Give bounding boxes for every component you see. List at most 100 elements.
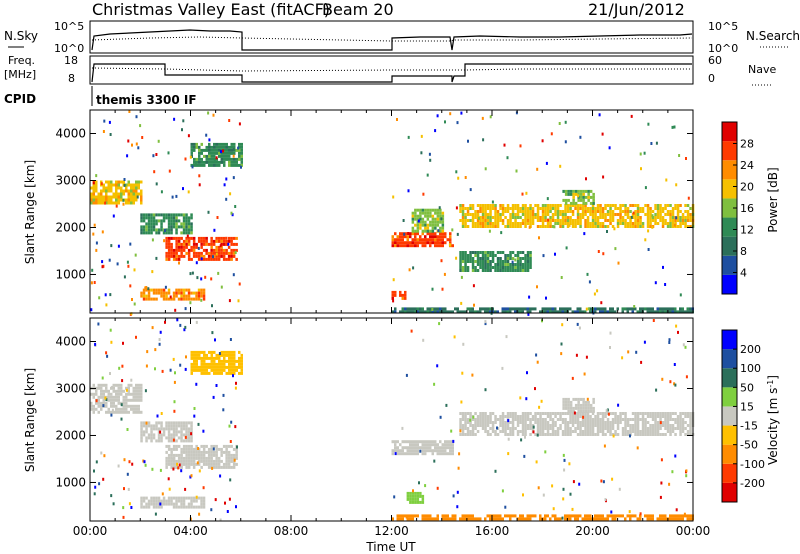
- power-cell: [526, 213, 530, 216]
- velocity-cell: [92, 404, 95, 408]
- power-cell: [167, 236, 171, 240]
- velocity-cell: [654, 427, 657, 430]
- velocity-cell: [421, 449, 424, 453]
- velocity-cell: [424, 443, 427, 447]
- velocity-cell: [554, 415, 557, 418]
- power-cell: [534, 213, 537, 216]
- power-cell: [501, 266, 505, 269]
- power-noise-cell: [451, 228, 454, 232]
- power-cell: [200, 245, 203, 249]
- power-cell: [409, 235, 412, 239]
- power-cell: [160, 294, 163, 298]
- velocity-cell: [534, 418, 537, 421]
- velocity-cell: [182, 444, 186, 448]
- power-noise-cell: [108, 120, 111, 124]
- power-cell: [212, 254, 216, 258]
- power-cell: [526, 310, 529, 314]
- power-cell: [391, 293, 394, 297]
- velocity-cell: [626, 424, 630, 427]
- velocity-cell: [210, 350, 213, 354]
- power-cell: [97, 201, 100, 205]
- power-cell: [587, 198, 590, 202]
- power-cell: [464, 260, 467, 263]
- power-cell: [228, 151, 231, 155]
- power-cell: [621, 210, 625, 213]
- power-cell: [175, 251, 178, 255]
- power-cell: [584, 195, 588, 199]
- colorbar-tick-label: 200: [740, 343, 761, 356]
- power-cell: [218, 145, 221, 149]
- velocity-cell: [230, 371, 233, 375]
- power-noise-cell: [477, 216, 480, 220]
- velocity-noise-cell: [172, 457, 175, 461]
- velocity-cell: [461, 424, 465, 427]
- power-noise-cell: [600, 301, 603, 305]
- power-cell: [190, 222, 193, 226]
- velocity-noise-cell: [684, 345, 687, 349]
- power-cell: [496, 257, 500, 260]
- velocity-cell: [511, 430, 515, 433]
- power-cell: [654, 222, 657, 225]
- velocity-cell: [227, 450, 231, 454]
- power-cell: [516, 263, 520, 266]
- power-cell: [621, 219, 625, 222]
- velocity-cell: [394, 440, 397, 444]
- velocity-cell: [451, 449, 454, 453]
- power-cell: [509, 257, 512, 260]
- velocity-cell: [127, 398, 130, 402]
- power-cell: [606, 210, 610, 213]
- velocity-cell: [666, 430, 670, 433]
- velocity-cell: [155, 496, 158, 500]
- velocity-noise-cell: [552, 507, 555, 511]
- velocity-noise-cell: [212, 395, 215, 399]
- velocity-noise-cell: [457, 466, 460, 470]
- cpid-label: CPID: [4, 92, 36, 106]
- power-cell: [180, 291, 183, 295]
- velocity-cell: [631, 514, 634, 518]
- power-cell: [464, 216, 467, 219]
- power-cell: [514, 213, 517, 216]
- velocity-cell: [167, 444, 171, 448]
- velocity-cell: [587, 403, 590, 407]
- velocity-cell: [160, 433, 163, 437]
- velocity-noise-cell: [126, 428, 129, 431]
- velocity-cell: [414, 494, 417, 498]
- velocity-cell: [531, 424, 535, 427]
- velocity-cell: [205, 353, 208, 357]
- velocity-cell: [601, 430, 605, 433]
- velocity-cell: [190, 462, 193, 466]
- velocity-cell: [202, 453, 206, 457]
- velocity-cell: [152, 436, 156, 440]
- velocity-cell: [193, 362, 196, 366]
- power-cell: [524, 266, 527, 269]
- power-cell: [471, 207, 475, 210]
- power-cell: [117, 183, 120, 187]
- velocity-cell: [228, 362, 231, 366]
- power-cell: [215, 245, 218, 249]
- power-noise-cell: [519, 144, 522, 148]
- power-cell: [92, 195, 95, 199]
- power-noise-cell: [101, 260, 104, 264]
- nsky-panel: N.Sky 10^5 10^0 N.Search 10^5 10^0: [4, 20, 800, 55]
- power-cell: [529, 263, 532, 266]
- power-noise-cell: [126, 154, 129, 158]
- power-cell: [197, 288, 201, 292]
- power-cell: [636, 219, 640, 222]
- velocity-cell: [175, 453, 178, 457]
- velocity-cell: [150, 499, 153, 503]
- power-cell: [230, 248, 233, 252]
- velocity-cell: [644, 514, 647, 518]
- power-cell: [601, 310, 604, 314]
- power-cell: [140, 231, 143, 235]
- velocity-cell: [454, 517, 457, 521]
- power-cell: [421, 310, 424, 314]
- velocity-cell: [414, 449, 417, 453]
- power-cell: [167, 248, 171, 252]
- power-cell: [562, 198, 565, 202]
- velocity-cell: [686, 424, 690, 427]
- power-cell: [476, 254, 480, 257]
- power-cell: [551, 307, 554, 311]
- velocity-cell: [200, 365, 203, 369]
- velocity-cell: [656, 424, 660, 427]
- power-cell: [589, 195, 593, 199]
